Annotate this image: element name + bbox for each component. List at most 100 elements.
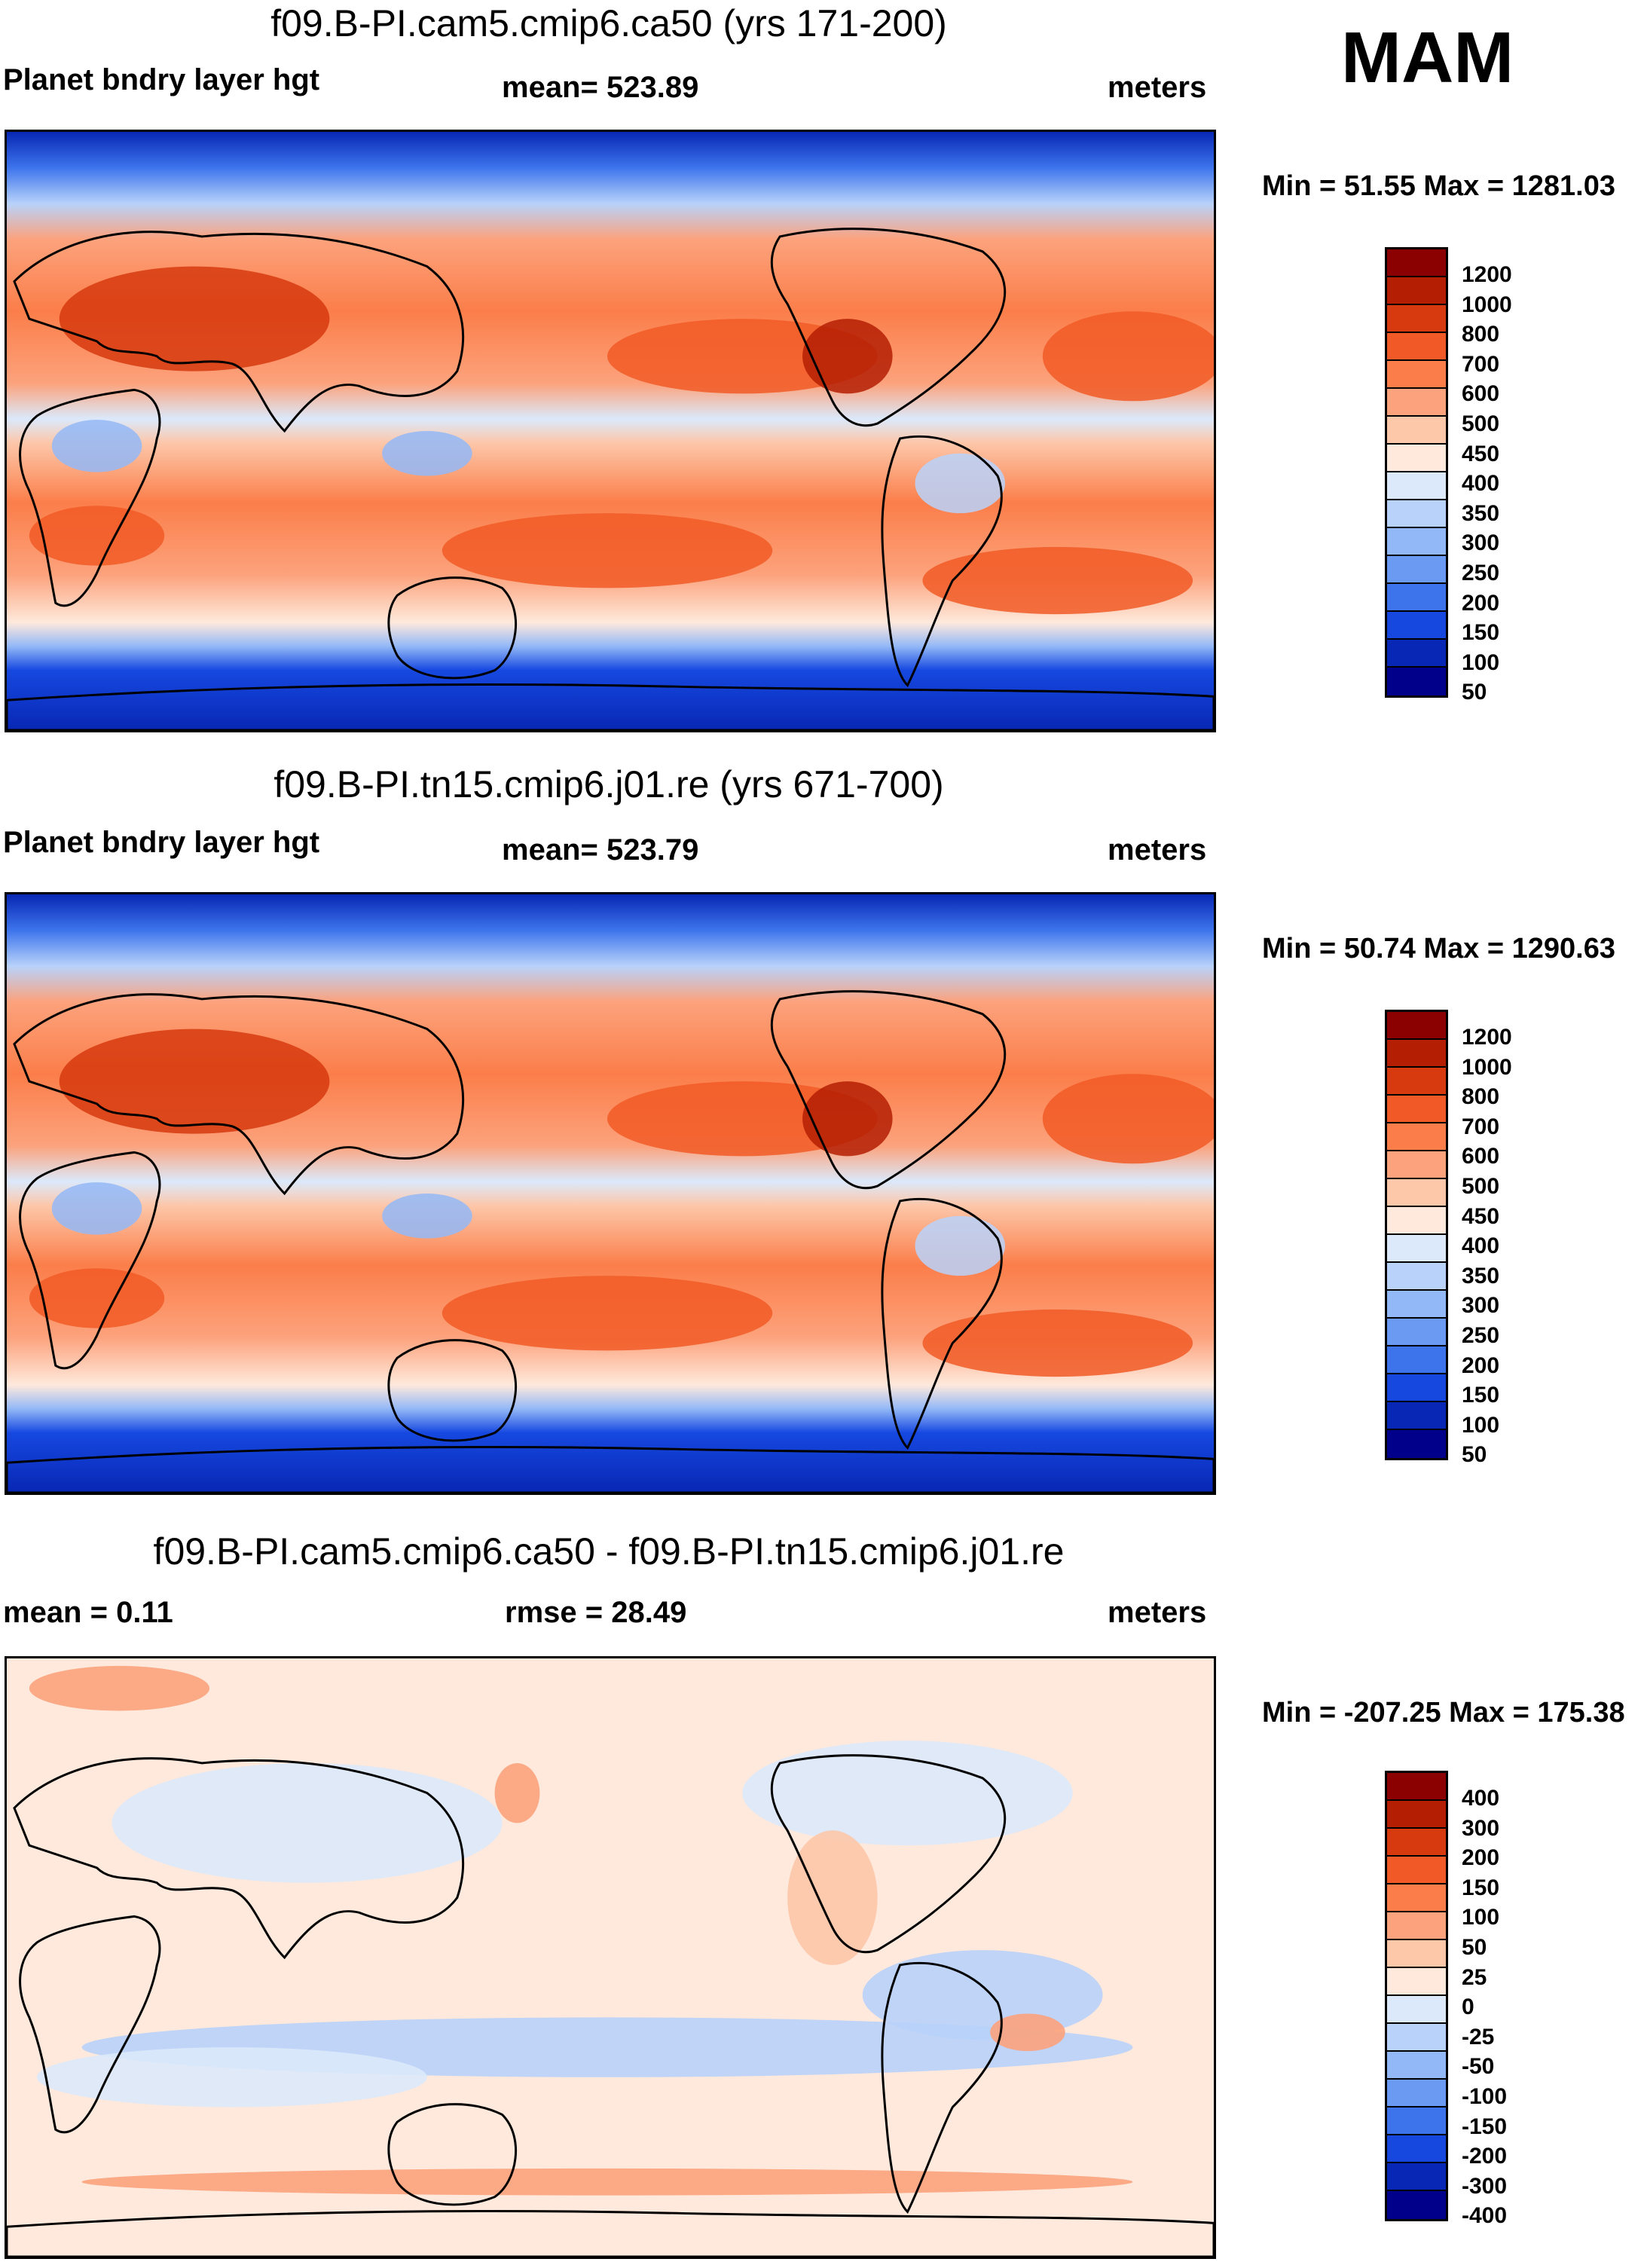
colorbar-tick-label: 50 bbox=[1462, 680, 1487, 705]
colorbar-tick-label: 100 bbox=[1462, 1905, 1500, 1930]
colorbar-swatch bbox=[1387, 528, 1446, 556]
coastline bbox=[770, 228, 1007, 427]
colorbar-swatch bbox=[1387, 1912, 1446, 1940]
coastline bbox=[387, 576, 518, 680]
panel-1-minmax: Min = 51.55 Max = 1281.03 bbox=[1262, 170, 1615, 202]
colorbar-swatch bbox=[1387, 389, 1446, 417]
colorbar-tick-label: 1000 bbox=[1462, 292, 1512, 317]
colorbar-swatch bbox=[1387, 2191, 1446, 2219]
panel-3-title: f09.B-PI.cam5.cmip6.ca50 - f09.B-PI.tn15… bbox=[153, 1530, 1065, 1573]
colorbar-swatch bbox=[1387, 1207, 1446, 1235]
colorbar-swatch bbox=[1387, 2080, 1446, 2108]
colorbar-swatch bbox=[1387, 1996, 1446, 2024]
map-field bbox=[7, 132, 1214, 730]
colorbar-swatch bbox=[1387, 361, 1446, 389]
colorbar-swatch bbox=[1387, 2024, 1446, 2052]
colorbar-tick-label: -25 bbox=[1462, 2024, 1495, 2049]
colorbar-tick-label: 25 bbox=[1462, 1964, 1487, 1990]
panel-3-colorbar bbox=[1385, 1771, 1448, 2221]
panel-2-map-svg bbox=[7, 894, 1214, 1493]
panel-2-map bbox=[5, 892, 1216, 1495]
field-blob bbox=[81, 2168, 1133, 2196]
coastline bbox=[770, 990, 1007, 1190]
coastline bbox=[881, 1961, 1003, 2214]
panel-1-variable-label: Planet bndry layer hgt bbox=[3, 63, 320, 96]
panel-1-map bbox=[5, 130, 1216, 732]
coastline bbox=[7, 683, 1214, 730]
colorbar-tick-label: 100 bbox=[1462, 650, 1500, 675]
colorbar-swatch bbox=[1387, 1346, 1446, 1374]
panel-1-units-label: meters bbox=[1108, 71, 1207, 104]
coastline bbox=[19, 388, 161, 607]
panel-2-units-label: meters bbox=[1108, 833, 1207, 867]
colorbar-tick-label: 50 bbox=[1462, 1442, 1487, 1468]
colorbar-tick-label: 400 bbox=[1462, 471, 1500, 497]
colorbar-tick-label: -100 bbox=[1462, 2084, 1508, 2109]
field-blob bbox=[29, 1665, 209, 1711]
panel-3-minmax: Min = -207.25 Max = 175.38 bbox=[1262, 1697, 1625, 1729]
colorbar-swatch bbox=[1387, 2135, 1446, 2163]
coastline bbox=[387, 2103, 518, 2206]
colorbar-swatch bbox=[1387, 2163, 1446, 2191]
field-blob bbox=[802, 319, 893, 394]
field-blob bbox=[36, 2047, 427, 2108]
panel-3-rmse-label: rmse = 28.49 bbox=[505, 1596, 687, 1629]
colorbar-tick-label: -150 bbox=[1462, 2114, 1508, 2139]
colorbar-swatch bbox=[1387, 1040, 1446, 1068]
colorbar-tick-label: 1200 bbox=[1462, 1025, 1512, 1050]
colorbar-swatch bbox=[1387, 2052, 1446, 2080]
colorbar-tick-label: 0 bbox=[1462, 1994, 1474, 2020]
colorbar-tick-label: 450 bbox=[1462, 441, 1500, 466]
colorbar-swatch bbox=[1387, 1402, 1446, 1430]
colorbar-swatch bbox=[1387, 1940, 1446, 1968]
panel-3-map-svg bbox=[7, 1658, 1214, 2257]
coastline bbox=[19, 1151, 161, 1370]
colorbar-swatch bbox=[1387, 1291, 1446, 1319]
field-blob bbox=[922, 546, 1193, 615]
panel-3-units-label: meters bbox=[1108, 1596, 1207, 1629]
panel-1-colorbar bbox=[1385, 247, 1448, 698]
field-blob bbox=[802, 1081, 893, 1157]
colorbar-tick-label: -300 bbox=[1462, 2173, 1508, 2199]
colorbar-tick-label: 500 bbox=[1462, 1174, 1500, 1199]
colorbar-swatch bbox=[1387, 1235, 1446, 1263]
colorbar-tick-label: 1200 bbox=[1462, 262, 1512, 287]
field-blob bbox=[29, 1268, 165, 1328]
colorbar-swatch bbox=[1387, 556, 1446, 584]
coastline bbox=[881, 435, 1003, 687]
field-blob bbox=[915, 453, 1006, 514]
field-blob bbox=[915, 1215, 1006, 1276]
coastline bbox=[387, 1339, 518, 1442]
colorbar-swatch bbox=[1387, 1151, 1446, 1179]
colorbar-swatch bbox=[1387, 1773, 1446, 1801]
colorbar-swatch bbox=[1387, 1123, 1446, 1151]
panel-1-title: f09.B-PI.cam5.cmip6.ca50 (yrs 171-200) bbox=[270, 2, 947, 44]
panel-3-map bbox=[5, 1656, 1216, 2259]
coastline bbox=[13, 1757, 464, 1960]
field-blob bbox=[787, 1830, 878, 1965]
colorbar-tick-label: 250 bbox=[1462, 1323, 1500, 1348]
field-blob bbox=[382, 1194, 472, 1239]
colorbar-swatch bbox=[1387, 1801, 1446, 1829]
coastline bbox=[19, 1915, 161, 2134]
field-blob bbox=[442, 513, 773, 588]
field-blob bbox=[59, 266, 330, 371]
colorbar-tick-label: 400 bbox=[1462, 1786, 1500, 1811]
panel-2-variable-label: Planet bndry layer hgt bbox=[3, 826, 320, 859]
colorbar-tick-label: 50 bbox=[1462, 1935, 1487, 1960]
colorbar-tick-label: 600 bbox=[1462, 381, 1500, 407]
colorbar-tick-label: 500 bbox=[1462, 411, 1500, 436]
colorbar-tick-label: 800 bbox=[1462, 322, 1500, 347]
coastline bbox=[7, 1445, 1214, 1493]
colorbar-swatch bbox=[1387, 472, 1446, 500]
panel-2-minmax: Min = 50.74 Max = 1290.63 bbox=[1262, 933, 1615, 964]
colorbar-swatch bbox=[1387, 640, 1446, 668]
field-blob bbox=[1042, 1074, 1214, 1164]
colorbar-swatch bbox=[1387, 1012, 1446, 1040]
colorbar-tick-label: 350 bbox=[1462, 500, 1500, 526]
coastline bbox=[13, 993, 464, 1196]
colorbar-tick-label: 300 bbox=[1462, 1815, 1500, 1841]
panel-2-colorbar bbox=[1385, 1010, 1448, 1460]
field-blob bbox=[442, 1276, 773, 1351]
field-blob bbox=[922, 1309, 1193, 1377]
